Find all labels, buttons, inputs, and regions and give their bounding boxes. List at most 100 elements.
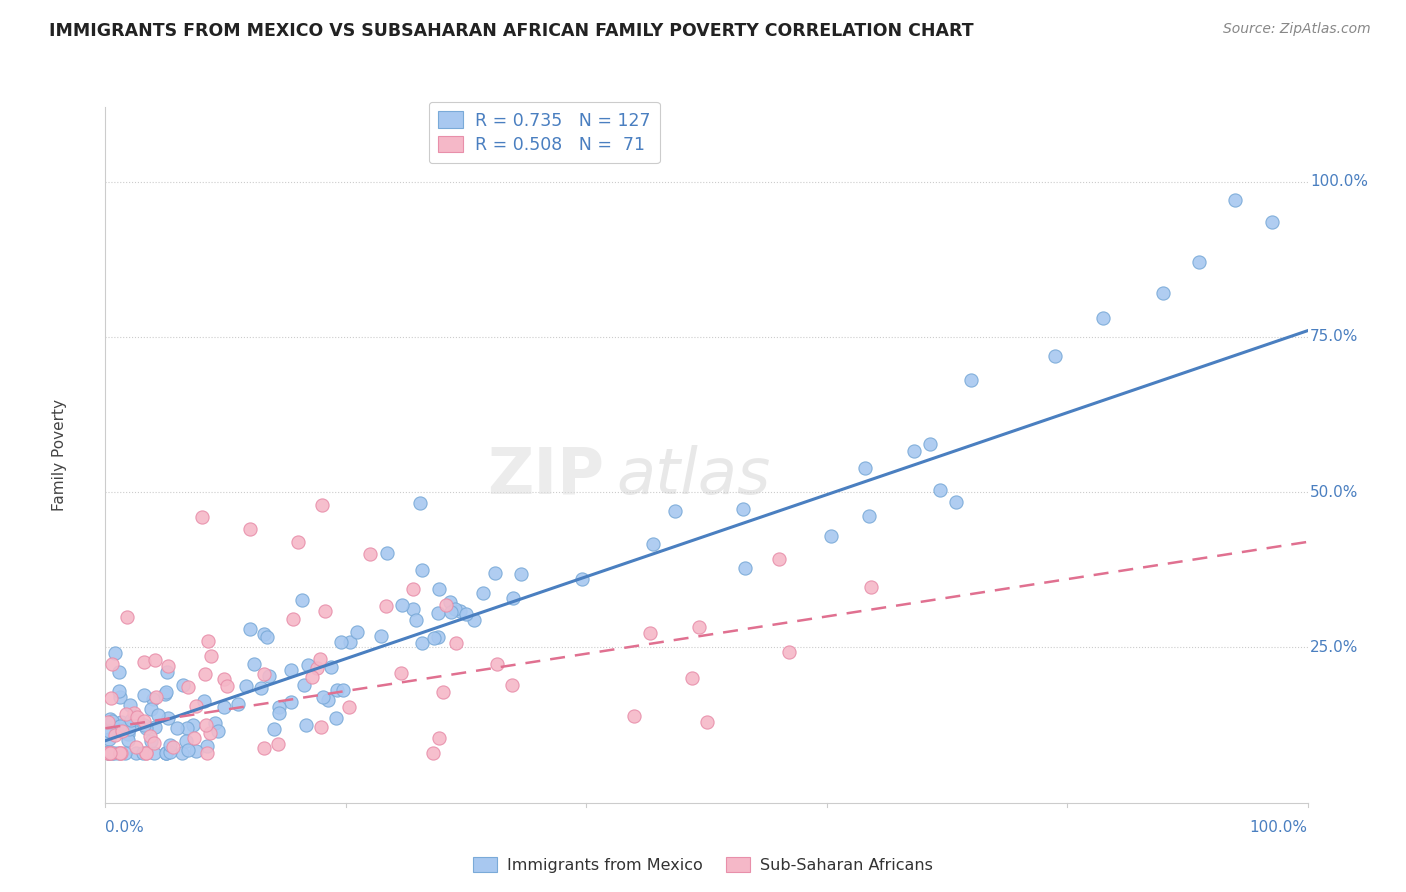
Text: Family Poverty: Family Poverty [52,399,67,511]
Point [250,681,273,695]
Text: IMMIGRANTS FROM MEXICO VS SUBSAHARAN AFRICAN FAMILY POVERTY CORRELATION CHART: IMMIGRANTS FROM MEXICO VS SUBSAHARAN AFR… [49,22,974,40]
Point [571,572,593,586]
Point [502,591,524,605]
Point [104,728,127,742]
Point [153,687,176,701]
Point [146,708,169,723]
Point [117,732,139,747]
Point [108,684,131,698]
Text: 75.0%: 75.0% [1310,329,1358,344]
Point [402,602,425,616]
Point [454,607,477,622]
Text: 0.0%: 0.0% [105,821,145,835]
Point [114,746,136,760]
Point [280,695,302,709]
Point [117,727,139,741]
Point [132,718,155,732]
Point [127,710,149,724]
Point [696,714,718,729]
Point [463,613,485,627]
Point [115,706,138,721]
Point [135,746,157,760]
Text: ZIP: ZIP [488,445,605,507]
Point [132,746,155,760]
Point [97,746,120,760]
Point [176,721,198,735]
Point [267,737,290,751]
Point [257,669,280,683]
Point [860,580,883,594]
Point [139,730,162,744]
Point [181,718,204,732]
Point [427,630,450,644]
Point [157,710,180,724]
Point [281,612,304,626]
Point [359,547,381,561]
Point [778,645,800,659]
Point [820,529,842,543]
Point [243,657,266,671]
Point [903,444,925,458]
Point [391,598,413,612]
Point [156,658,179,673]
Text: atlas: atlas [616,445,770,507]
Point [172,678,194,692]
Point [135,746,157,760]
Point [339,635,361,649]
Point [98,712,121,726]
Point [253,741,276,756]
Point [405,613,427,627]
Point [194,666,217,681]
Point [100,691,122,706]
Point [440,606,463,620]
Point [115,609,138,624]
Point [184,698,207,713]
Point [945,495,967,509]
Point [239,523,262,537]
Point [253,627,276,641]
Point [235,679,257,693]
Point [159,745,181,759]
Point [1152,286,1174,301]
Point [143,746,166,760]
Point [143,720,166,734]
Point [107,746,129,760]
Point [311,498,333,512]
Point [110,723,132,738]
Text: 100.0%: 100.0% [1310,174,1368,189]
Point [318,692,340,706]
Point [97,724,120,739]
Point [256,630,278,644]
Point [432,685,454,699]
Point [120,698,142,712]
Text: 25.0%: 25.0% [1310,640,1358,655]
Point [108,746,131,760]
Point [97,745,120,759]
Point [346,624,368,639]
Point [110,714,132,729]
Point [401,582,423,596]
Point [143,736,166,750]
Legend: R = 0.735   N = 127, R = 0.508   N =  71: R = 0.735 N = 127, R = 0.508 N = 71 [429,102,659,163]
Point [1043,349,1066,363]
Point [108,746,131,760]
Point [174,734,197,748]
Point [166,721,188,735]
Point [124,713,146,727]
Point [125,746,148,760]
Point [195,718,218,732]
Point [314,604,336,618]
Point [308,652,330,666]
Point [731,502,754,516]
Point [98,732,121,747]
Point [332,682,354,697]
Point [132,688,155,702]
Point [294,678,316,692]
Point [159,738,181,752]
Point [190,510,212,524]
Point [228,697,250,711]
Point [641,537,664,551]
Point [688,620,710,634]
Point [325,711,347,725]
Point [929,483,952,498]
